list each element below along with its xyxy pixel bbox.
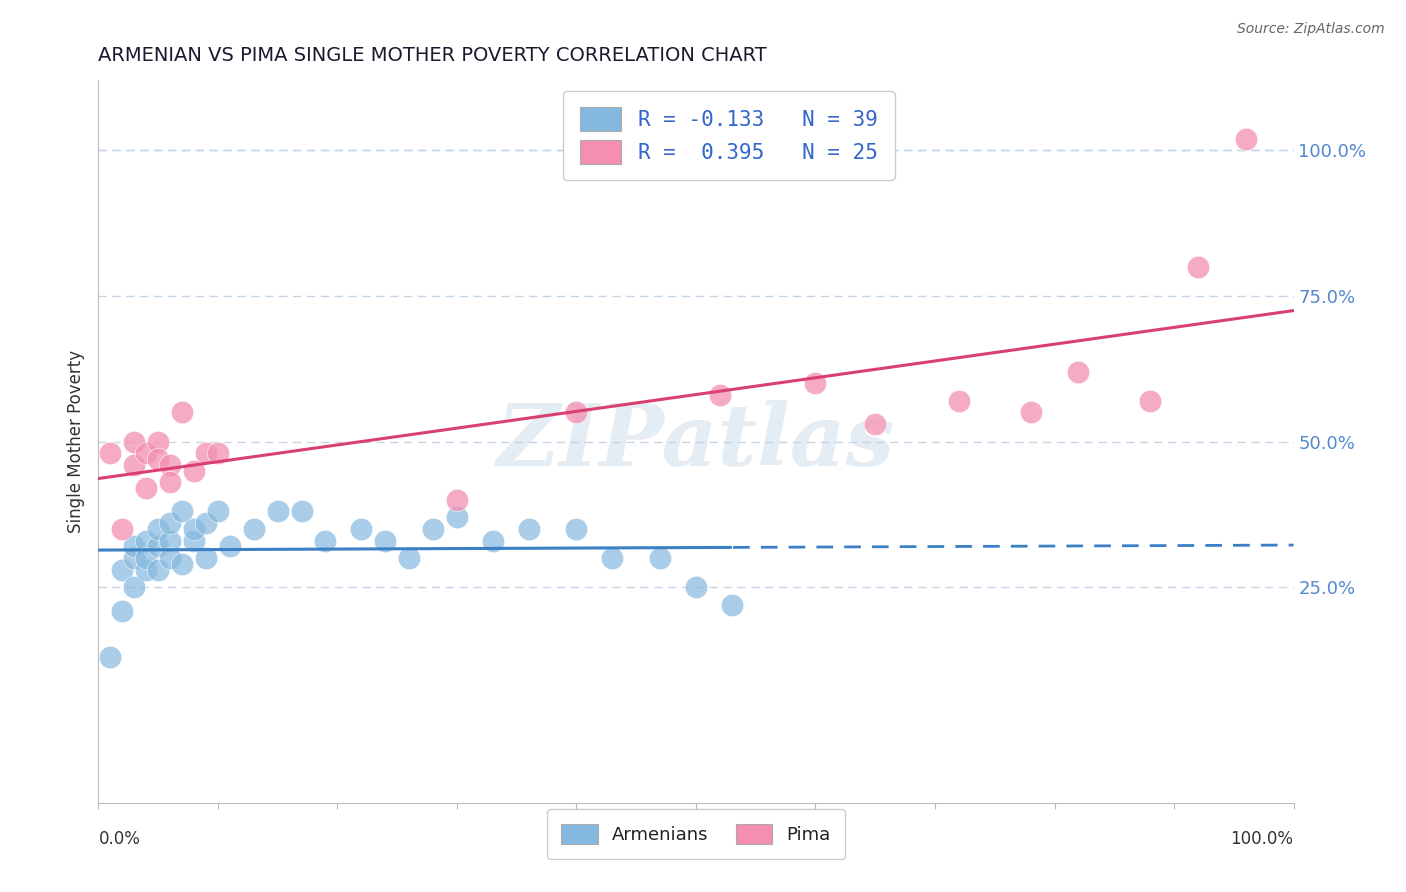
Text: ZIPatlas: ZIPatlas [496, 400, 896, 483]
Point [111, 522, 134, 536]
Point [195, 516, 218, 530]
Point [207, 446, 229, 460]
Point [398, 551, 420, 566]
Text: ARMENIAN VS PIMA SINGLE MOTHER POVERTY CORRELATION CHART: ARMENIAN VS PIMA SINGLE MOTHER POVERTY C… [98, 45, 768, 65]
Point [98, 650, 122, 665]
Text: 0.0%: 0.0% [98, 830, 141, 848]
Point [124, 540, 146, 554]
Point [865, 417, 887, 431]
Point [207, 504, 229, 518]
Point [111, 563, 134, 577]
Point [721, 598, 744, 612]
Point [315, 533, 337, 548]
Point [565, 405, 588, 419]
Point [1139, 393, 1161, 408]
Point [159, 458, 181, 472]
Point [98, 446, 122, 460]
Point [124, 580, 146, 594]
Point [124, 434, 146, 449]
Point [148, 522, 170, 536]
Point [148, 452, 170, 467]
Point [159, 475, 181, 490]
Point [135, 563, 157, 577]
Point [1187, 260, 1209, 274]
Point [602, 551, 624, 566]
Point [135, 533, 157, 548]
Point [243, 522, 266, 536]
Point [709, 388, 731, 402]
Point [172, 504, 194, 518]
Point [1019, 405, 1042, 419]
Point [195, 446, 218, 460]
Point [159, 551, 181, 566]
Point [124, 551, 146, 566]
Point [804, 376, 827, 391]
Point [374, 533, 396, 548]
Text: Source: ZipAtlas.com: Source: ZipAtlas.com [1237, 22, 1385, 37]
Point [422, 522, 444, 536]
Point [124, 458, 146, 472]
Point [111, 603, 134, 617]
Point [172, 557, 194, 571]
Point [172, 405, 194, 419]
Point [148, 563, 170, 577]
Point [267, 504, 290, 518]
Legend: Armenians, Pima: Armenians, Pima [547, 809, 845, 859]
Point [159, 533, 181, 548]
Point [183, 533, 205, 548]
Point [148, 434, 170, 449]
Point [219, 540, 242, 554]
Point [291, 504, 314, 518]
Point [135, 481, 157, 495]
Point [159, 516, 181, 530]
Point [183, 522, 205, 536]
Point [446, 492, 468, 507]
Point [648, 551, 672, 566]
Point [350, 522, 373, 536]
Point [517, 522, 540, 536]
Point [481, 533, 505, 548]
Point [148, 540, 170, 554]
Point [565, 522, 588, 536]
Point [195, 551, 218, 566]
Point [685, 580, 707, 594]
Point [183, 464, 205, 478]
Point [948, 393, 970, 408]
Point [1234, 131, 1257, 145]
Point [135, 446, 157, 460]
Text: 100.0%: 100.0% [1230, 830, 1294, 848]
Point [135, 551, 157, 566]
Point [1067, 365, 1090, 379]
Y-axis label: Single Mother Poverty: Single Mother Poverty [66, 350, 84, 533]
Point [446, 510, 468, 524]
